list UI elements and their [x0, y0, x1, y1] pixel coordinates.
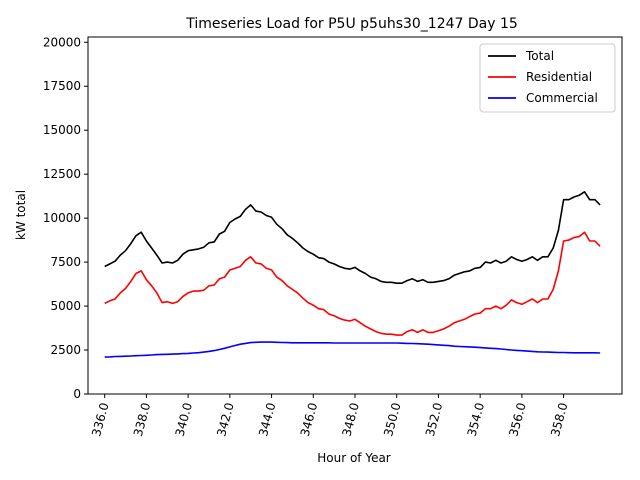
y-tick-label: 17500 — [43, 79, 81, 93]
y-tick-label: 5000 — [50, 299, 81, 313]
series-line-commercial — [104, 341, 601, 358]
y-tick-label: 12500 — [43, 167, 81, 181]
y-tick-label: 0 — [73, 387, 81, 401]
chart-title: Timeseries Load for P5U p5uhs30_1247 Day… — [185, 16, 518, 32]
legend-label-commercial: Commercial — [526, 91, 598, 105]
series-line-residential — [104, 231, 601, 336]
legend-box — [479, 43, 616, 113]
series-line-total — [104, 191, 601, 285]
x-axis-label: Hour of Year — [317, 451, 391, 465]
y-tick-label: 10000 — [43, 211, 81, 225]
y-tick-label: 20000 — [43, 35, 81, 49]
y-axis-label: kW total — [14, 190, 28, 240]
legend-label-total: Total — [525, 49, 554, 63]
y-tick-label: 2500 — [50, 343, 81, 357]
y-tick-label: 15000 — [43, 123, 81, 137]
legend-label-residential: Residential — [526, 70, 592, 84]
y-tick-label: 7500 — [50, 255, 81, 269]
